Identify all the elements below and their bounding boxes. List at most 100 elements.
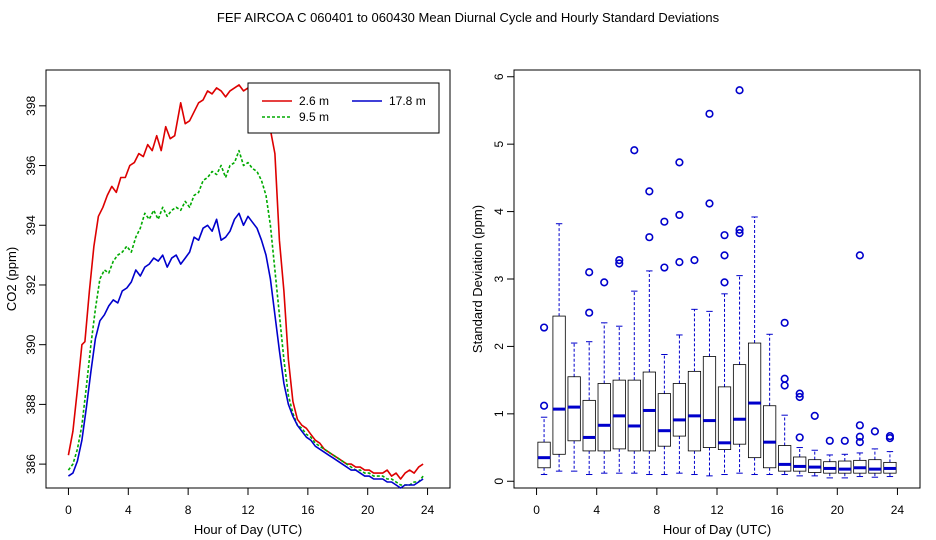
box-iqr: [672, 383, 687, 437]
outlier-point: [780, 381, 789, 390]
left-y-tick-label: 392: [24, 275, 38, 295]
box-iqr: [582, 399, 596, 452]
outlier-point: [780, 374, 789, 383]
box-iqr: [747, 342, 762, 459]
box-hour: [838, 436, 852, 479]
outlier-point: [615, 256, 624, 265]
outlier-point: [705, 199, 714, 208]
outlier-point: [600, 278, 609, 287]
right-y-tick-label: 4: [492, 208, 506, 215]
legend: 2.6 m 9.5 m 17.8 m: [247, 82, 440, 134]
left-x-axis-label: Hour of Day (UTC): [194, 522, 302, 537]
outlier-point: [585, 308, 594, 317]
outlier-point: [720, 278, 729, 287]
right-y-tick-label: 3: [492, 275, 506, 282]
box-iqr: [537, 441, 551, 469]
outlier-point: [810, 411, 819, 420]
outlier-point: [795, 392, 804, 402]
outlier-point: [870, 427, 879, 436]
legend-box: [247, 82, 440, 134]
box-hour: [597, 278, 611, 474]
box-hour: [747, 216, 762, 476]
left-series-group: [67, 84, 424, 489]
series-line-17-8-m: [67, 212, 424, 489]
outlier-point: [660, 263, 669, 272]
box-hour: [672, 158, 687, 474]
box-iqr: [567, 376, 581, 442]
box-hour: [702, 109, 717, 477]
right-x-tick-label: 12: [710, 503, 724, 517]
box-iqr: [657, 393, 671, 447]
left-y-axis-label: CO2 (ppm): [4, 247, 19, 311]
legend-label-9-5m: 9.5 m: [299, 110, 329, 124]
left-y-tick-label: 398: [24, 95, 38, 115]
box-iqr: [687, 370, 702, 452]
box-hour: [823, 436, 837, 479]
right-x-tick-label: 20: [831, 503, 845, 517]
outlier-point: [885, 431, 895, 441]
box-hour: [853, 251, 867, 478]
box-hour: [537, 323, 551, 476]
figure-title: FEF AIRCOA C 060401 to 060430 Mean Diurn…: [217, 10, 720, 25]
outlier-point: [720, 251, 729, 260]
box-hour: [687, 256, 702, 476]
left-x-tick-label: 24: [421, 503, 435, 517]
right-y-tick-label: 2: [492, 343, 506, 350]
box-hour: [732, 86, 747, 474]
box-iqr: [597, 383, 611, 452]
series-line-2-6-m: [67, 84, 424, 480]
left-y-tick-label: 388: [24, 394, 38, 414]
box-iqr: [627, 379, 641, 452]
outlier-point: [855, 432, 864, 441]
box-hour: [868, 427, 882, 478]
legend-label-17-8m: 17.8 m: [389, 94, 426, 108]
box-hour: [717, 231, 732, 476]
left-x-tick-label: 12: [241, 503, 255, 517]
box-iqr: [732, 364, 747, 445]
box-hour: [763, 333, 777, 476]
series-line-9-5-m: [67, 149, 424, 486]
box-hour: [793, 389, 807, 477]
left-y-tick-label: 386: [24, 454, 38, 474]
right-y-tick-label: 5: [492, 141, 506, 148]
box-iqr: [717, 386, 732, 450]
box-iqr: [793, 456, 807, 472]
right-x-tick-label: 24: [891, 503, 905, 517]
right-y-tick-label: 6: [492, 73, 506, 80]
right-y-tick-label: 1: [492, 410, 506, 417]
box-hour: [657, 217, 671, 476]
left-x-tick-label: 0: [65, 503, 72, 517]
right-x-tick-label: 8: [654, 503, 661, 517]
right-x-tick-label: 16: [770, 503, 784, 517]
outlier-point: [660, 217, 669, 226]
outlier-point: [825, 436, 834, 445]
outlier-point: [690, 256, 699, 265]
box-iqr: [702, 356, 717, 448]
outlier-point: [539, 323, 549, 332]
outlier-point: [840, 436, 849, 445]
outlier-point: [645, 233, 654, 242]
outlier-point: [720, 231, 729, 240]
outlier-point: [795, 433, 804, 442]
left-y-tick-label: 396: [24, 155, 38, 175]
box-hour: [582, 268, 596, 476]
outlier-point: [735, 225, 744, 234]
left-x-axis: 0 4 8 12 16 20 24: [65, 487, 435, 517]
outlier-point: [735, 229, 744, 238]
outlier-point: [855, 421, 864, 430]
outlier-point: [705, 109, 714, 118]
left-x-tick-label: 8: [185, 503, 192, 517]
box-hour: [883, 431, 897, 478]
box-iqr: [763, 405, 777, 469]
outlier-point: [780, 318, 789, 327]
box-iqr: [778, 445, 792, 472]
outlier-point: [855, 251, 864, 260]
outlier-point: [735, 86, 744, 95]
boxplot-group: [537, 86, 897, 479]
box-hour: [627, 146, 641, 474]
right-x-axis-label: Hour of Day (UTC): [663, 522, 771, 537]
left-y-tick-label: 394: [24, 215, 38, 235]
box-hour: [642, 187, 656, 476]
